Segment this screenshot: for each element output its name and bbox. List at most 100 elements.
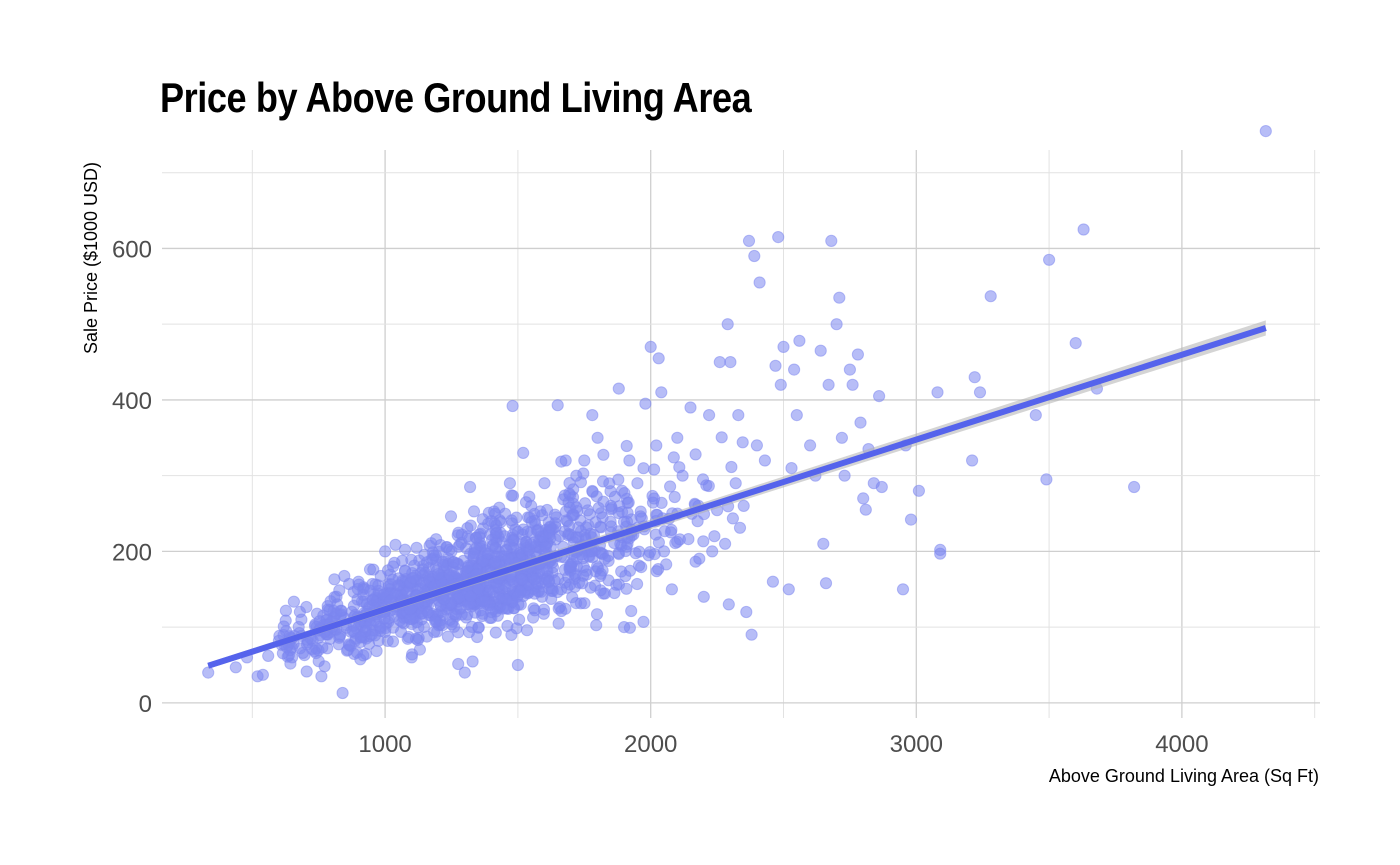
data-point [580,521,593,534]
data-point [620,582,633,595]
data-point [315,670,328,683]
data-point [482,547,495,561]
data-point [461,561,474,574]
data-point [229,661,242,674]
data-point [577,560,590,574]
data-point [660,558,673,571]
data-point [489,626,502,639]
data-point [570,501,583,514]
data-point [875,480,888,494]
y-axis-ticks: 0 200 400 600 [112,236,152,717]
data-point [386,635,400,648]
x-tick-label: 2000 [624,731,677,758]
data-point [539,541,553,554]
data-point [501,619,514,633]
data-point [859,503,872,516]
data-point [655,386,668,399]
data-point [279,604,292,617]
data-point [851,348,865,361]
data-point [758,454,772,467]
grid-lines [162,150,1320,718]
y-tick-label: 0 [139,691,152,718]
data-point [464,480,477,494]
data-point [650,565,663,578]
data-point [498,530,511,543]
data-point [511,658,525,672]
data-point [570,469,583,482]
data-point [447,556,460,569]
data-point [594,584,607,597]
data-point [766,575,780,588]
data-point [973,386,987,399]
data-point [470,531,483,545]
trend-line [207,325,1267,669]
data-point [984,290,997,303]
data-point [398,543,412,556]
data-point [515,573,528,586]
data-point [597,448,610,461]
data-point [668,490,681,504]
data-point [590,490,603,503]
data-point [676,469,689,482]
data-point [700,479,713,492]
data-point [643,546,657,559]
data-point [316,641,329,654]
data-point [544,521,557,534]
data-point [538,477,551,490]
data-point [357,649,370,662]
data-point [592,501,605,515]
data-point [625,604,638,618]
data-point [202,666,215,679]
data-point [406,572,419,585]
data-point [295,613,308,626]
data-point [769,359,782,372]
data-point [509,523,522,536]
data-point [370,644,383,658]
data-point [708,530,721,543]
data-point [671,535,684,549]
data-point [737,499,750,512]
data-point [429,615,442,628]
data-point [825,234,838,247]
data-point [422,606,435,619]
data-point [472,583,485,596]
data-point [750,439,764,452]
data-point [629,547,642,560]
data-point [774,378,787,391]
data-point [458,666,471,679]
data-point [596,475,610,488]
data-point [517,446,530,459]
y-tick-label: 600 [112,236,152,263]
data-point [287,595,300,608]
x-tick-label: 1000 [358,731,411,758]
data-point [664,526,678,539]
data-point [591,431,604,444]
data-point [445,618,458,631]
data-point [722,598,735,611]
data-point [532,524,545,538]
data-point [286,651,299,664]
data-point [405,651,418,664]
data-point [445,545,458,558]
data-point [467,505,481,518]
data-point [586,409,599,422]
data-point [873,390,886,403]
trend-line-group [207,325,1267,669]
y-tick-label: 400 [112,388,152,415]
data-point [355,595,369,608]
data-point [366,594,379,607]
data-point [506,399,519,413]
data-point [354,631,367,644]
data-point [262,649,275,663]
data-point [1077,223,1090,236]
data-point [715,431,728,444]
data-point [634,510,647,523]
data-point [631,477,644,490]
data-point [528,514,541,527]
data-point [733,521,747,534]
data-point [552,602,565,615]
data-point [485,515,498,528]
data-point [854,416,867,429]
data-point [485,605,498,619]
data-point [612,473,625,486]
